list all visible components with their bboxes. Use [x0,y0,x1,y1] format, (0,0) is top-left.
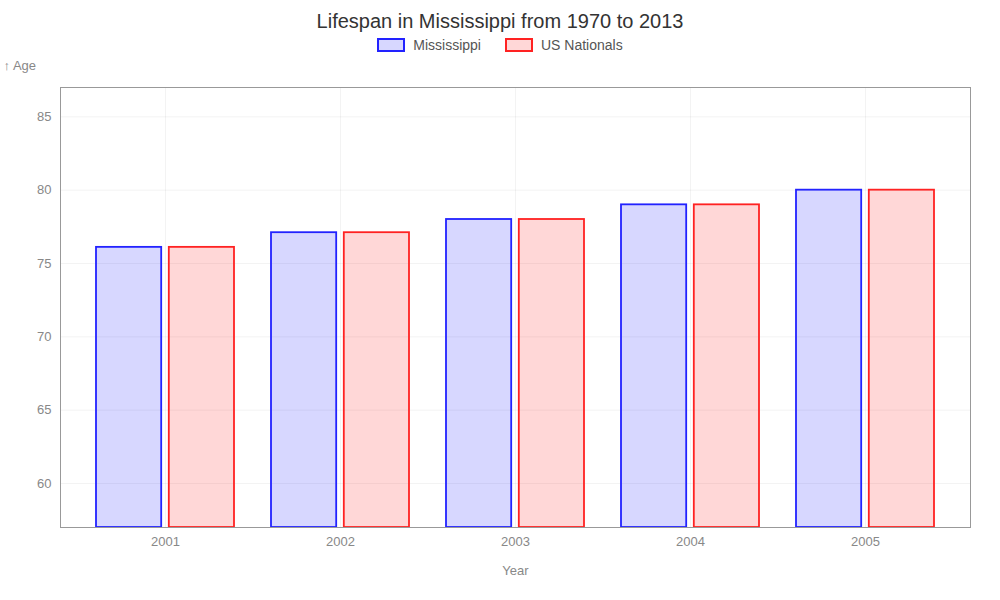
svg-text:Year: Year [502,563,529,578]
svg-text:2005: 2005 [851,534,880,549]
html-text:US Nationals: US Nationals [541,37,623,53]
svg-text:2001: 2001 [151,534,180,549]
html-text:Lifespan in Mississippi from 1: Lifespan in Mississippi from 1970 to 201… [316,10,684,32]
svg-text:2003: 2003 [501,534,530,549]
svg-text:2002: 2002 [326,534,355,549]
svg-text:65: 65 [37,402,51,417]
svg-text:60: 60 [37,476,51,491]
svg-text:80: 80 [37,182,51,197]
html-text:Mississippi: Mississippi [413,37,481,53]
svg-text:↑ Age: ↑ Age [4,58,37,73]
svg-text:70: 70 [37,329,51,344]
svg-text:75: 75 [37,256,51,271]
svg-text:2004: 2004 [676,534,705,549]
svg-text:85: 85 [37,109,51,124]
